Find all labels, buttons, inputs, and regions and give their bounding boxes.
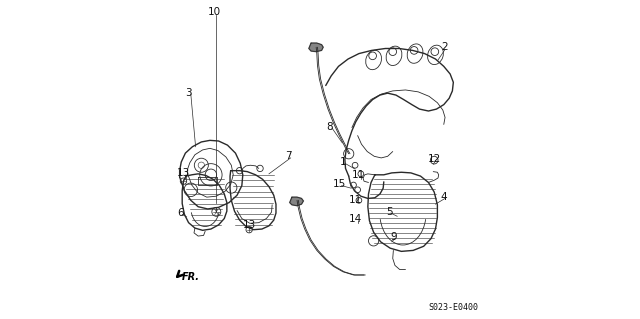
Polygon shape: [309, 43, 323, 52]
Text: 3: 3: [185, 87, 192, 98]
Text: S023-E0400: S023-E0400: [428, 303, 478, 312]
Text: 10: 10: [208, 7, 221, 17]
Text: 2: 2: [441, 42, 448, 52]
Text: 14: 14: [349, 214, 362, 225]
Polygon shape: [290, 197, 303, 206]
Text: 13: 13: [177, 168, 190, 178]
Text: 11: 11: [352, 170, 365, 180]
Text: 15: 15: [333, 179, 346, 189]
Text: FR.: FR.: [182, 272, 200, 282]
Text: 11: 11: [348, 195, 362, 205]
Text: 9: 9: [390, 232, 397, 242]
Text: 7: 7: [285, 151, 291, 161]
Text: 6: 6: [177, 208, 184, 218]
Text: 5: 5: [386, 207, 393, 217]
Text: 1: 1: [340, 157, 346, 167]
Text: 12: 12: [428, 154, 441, 165]
Text: 8: 8: [326, 122, 333, 132]
Text: 4: 4: [440, 192, 447, 202]
Text: 13: 13: [243, 220, 256, 230]
